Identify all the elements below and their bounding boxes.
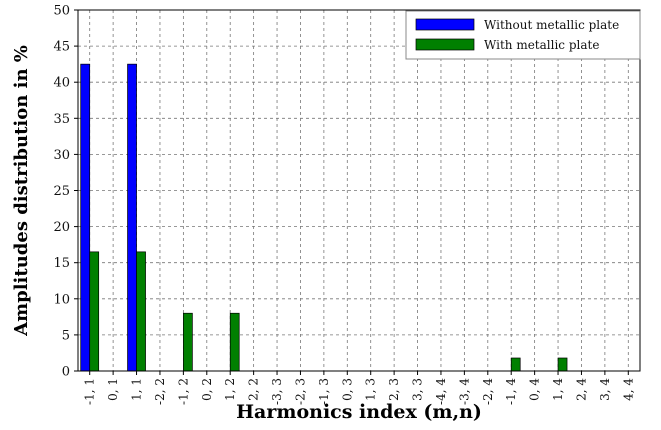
- y-tick-label: 45: [53, 40, 70, 55]
- bar-without-plate-1_1: [127, 63, 137, 372]
- x-tick-label: -1, 4: [504, 378, 518, 405]
- legend-swatch-with-plate: [415, 38, 475, 51]
- bar-with-plate-1_1: [136, 251, 146, 372]
- x-tick-label: 3, 3: [411, 378, 425, 401]
- x-tick-label: 0, 3: [340, 378, 354, 401]
- y-axis-title: Amplitudes distribution in %: [11, 45, 32, 337]
- x-tick-label: -2, 3: [293, 378, 307, 405]
- x-axis-ticks: -1, 1 0, 1 1, 1 -2, 2 -1, 2 0, 2 1, 2 2, 2 -3, 3…: [83, 371, 635, 405]
- bar-with-plate--1_1: [89, 251, 100, 372]
- x-tick-label: 1, 3: [364, 378, 378, 401]
- bar-without-plate--1_1: [80, 63, 91, 372]
- y-tick-label: 30: [53, 148, 70, 163]
- x-tick-label: 2, 3: [387, 378, 401, 401]
- y-tick-label: 40: [53, 76, 70, 91]
- bar-with-plate--1_4: [510, 357, 521, 372]
- y-tick-label: 35: [53, 112, 70, 127]
- y-tick-label: 5: [62, 328, 70, 343]
- y-axis-ticks: 0 5 10 15 20 25 30 35 40 45 50: [53, 4, 78, 380]
- y-tick-label: 10: [53, 292, 70, 307]
- bar-with-plate--1_2: [183, 312, 193, 372]
- x-tick-label: -4, 4: [434, 378, 448, 405]
- x-tick-label: -1, 2: [176, 378, 190, 405]
- x-tick-label: -1, 3: [317, 378, 331, 405]
- grid-lines: [78, 10, 640, 371]
- x-tick-label: -1, 1: [83, 378, 97, 405]
- x-tick-label: -3, 3: [270, 378, 284, 405]
- legend-label-without-plate: Without metallic plate: [484, 18, 619, 32]
- x-tick-label: 1, 2: [223, 378, 237, 401]
- x-tick-label: -2, 4: [481, 378, 495, 405]
- x-tick-label: -2, 2: [153, 378, 167, 405]
- legend-label-with-plate: With metallic plate: [484, 38, 599, 52]
- x-tick-label: 1, 1: [130, 378, 144, 401]
- x-tick-label: 0, 4: [528, 378, 542, 401]
- x-tick-label: 2, 4: [574, 378, 588, 401]
- legend: Without metallic plate With metallic pla…: [405, 10, 641, 60]
- x-tick-label: -3, 4: [457, 378, 471, 405]
- x-tick-label: 0, 2: [200, 378, 214, 401]
- legend-swatch-without-plate: [415, 18, 475, 31]
- x-tick-label: 1, 4: [551, 378, 565, 401]
- y-tick-label: 20: [53, 220, 70, 235]
- x-tick-label: 3, 4: [598, 378, 612, 401]
- x-tick-label: 0, 1: [106, 378, 120, 401]
- y-tick-label: 15: [53, 256, 70, 271]
- bar-with-plate-1_2: [229, 312, 240, 372]
- x-axis-title: Harmonics index (m,n): [236, 401, 482, 423]
- x-tick-label: 4, 4: [621, 378, 635, 401]
- y-tick-label: 25: [53, 184, 70, 199]
- y-tick-label: 0: [62, 365, 70, 380]
- x-tick-label: 2, 2: [247, 378, 261, 401]
- bar-with-plate-1_4: [557, 357, 568, 372]
- y-tick-label: 50: [53, 4, 70, 19]
